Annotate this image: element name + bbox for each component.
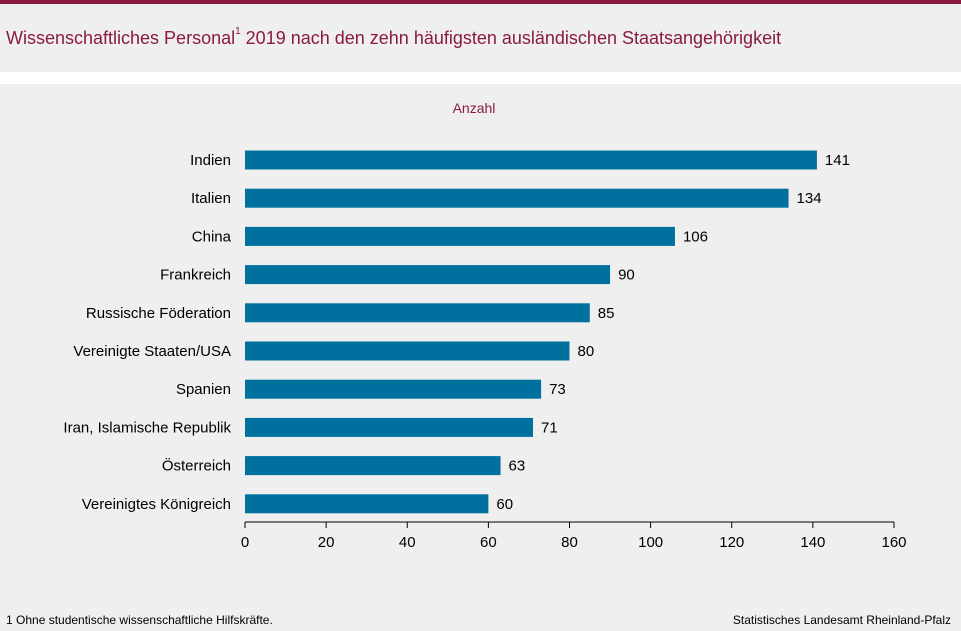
x-tick-label: 120 <box>719 534 744 551</box>
unit-label: Anzahl <box>453 100 496 116</box>
x-tick-label: 40 <box>399 534 416 551</box>
data-label: 71 <box>541 419 558 436</box>
category-label: Österreich <box>162 457 231 475</box>
data-label: 134 <box>797 190 822 207</box>
category-label: Indien <box>190 152 231 169</box>
x-tick-label: 80 <box>561 534 578 551</box>
data-label: 73 <box>549 381 566 398</box>
data-label: 80 <box>578 343 595 360</box>
category-label: Iran, Islamische Republik <box>63 419 231 436</box>
category-label: China <box>192 228 232 245</box>
title-band <box>0 4 961 72</box>
bar-3 <box>245 226 675 246</box>
category-label: Vereinigtes Königreich <box>82 496 231 513</box>
category-label: Italien <box>191 190 231 207</box>
chart-title-text: Wissenschaftliches Personal <box>6 28 236 48</box>
separator <box>0 72 961 84</box>
category-label: Frankreich <box>160 267 231 284</box>
x-tick-label: 20 <box>318 534 335 551</box>
bar-9 <box>245 456 501 476</box>
x-tick-label: 0 <box>241 534 249 551</box>
footnote: 1 Ohne studentische wissenschaftliche Hi… <box>6 613 273 627</box>
category-label: Russische Föderation <box>86 305 231 322</box>
data-label: 90 <box>618 267 635 284</box>
x-tick-label: 140 <box>800 534 825 551</box>
x-tick-label: 60 <box>480 534 497 551</box>
bar-1 <box>245 150 817 170</box>
bar-10 <box>245 494 489 514</box>
bar-5 <box>245 303 590 323</box>
bar-2 <box>245 188 789 208</box>
category-label: Spanien <box>176 381 231 398</box>
bar-7 <box>245 379 542 399</box>
chart-title: Wissenschaftliches Personal1 2019 nach d… <box>6 26 782 49</box>
top-rule <box>0 0 961 4</box>
bar-6 <box>245 341 570 361</box>
source-note: Statistisches Landesamt Rheinland-Pfalz <box>732 613 951 627</box>
category-label: Vereinigte Staaten/USA <box>73 343 231 360</box>
data-label: 60 <box>496 496 513 513</box>
data-label: 106 <box>683 228 708 245</box>
x-tick-label: 100 <box>638 534 663 551</box>
data-label: 63 <box>509 458 526 475</box>
bar-4 <box>245 265 611 285</box>
chart-title-rest: 2019 nach den zehn häufigsten ausländisc… <box>240 28 782 48</box>
data-label: 141 <box>825 152 850 169</box>
bar-8 <box>245 417 533 437</box>
data-label: 85 <box>598 305 615 322</box>
x-tick-label: 160 <box>881 534 906 551</box>
chart-title-footnote-marker: 1 <box>235 26 241 37</box>
